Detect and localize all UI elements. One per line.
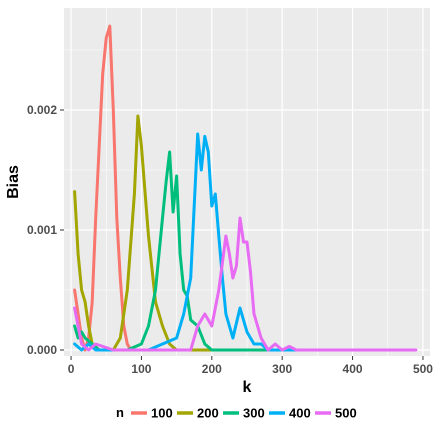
x-axis-title: k	[243, 379, 252, 396]
series-line-n-500	[73, 216, 418, 352]
axes: 0 100 200 300 400 500 0.000 0.001 0.002 k Bias	[5, 103, 433, 396]
x-tick-label: 0	[68, 362, 75, 376]
legend-title: n	[116, 405, 124, 420]
y-tick-label: 0.000	[27, 343, 57, 357]
x-tick-label: 500	[413, 362, 433, 376]
y-axis-title: Bias	[5, 165, 22, 199]
legend-label-n-100: 100	[151, 406, 173, 421]
legend-label-n-200: 200	[197, 406, 219, 421]
grid-lines	[64, 8, 430, 356]
series-line-n-300	[73, 150, 284, 352]
x-tick-label: 200	[202, 362, 222, 376]
legend-label-n-300: 300	[243, 406, 265, 421]
y-tick-label: 0.001	[27, 223, 57, 237]
legend-label-n-400: 400	[289, 406, 311, 421]
x-tick-label: 100	[131, 362, 151, 376]
legend-label-n-500: 500	[335, 406, 357, 421]
legend: n 100 200 300 400 500	[116, 405, 357, 421]
x-tick-label: 400	[343, 362, 363, 376]
x-tick-label: 300	[272, 362, 292, 376]
y-tick-label: 0.002	[27, 103, 57, 117]
series-lines	[73, 24, 418, 352]
